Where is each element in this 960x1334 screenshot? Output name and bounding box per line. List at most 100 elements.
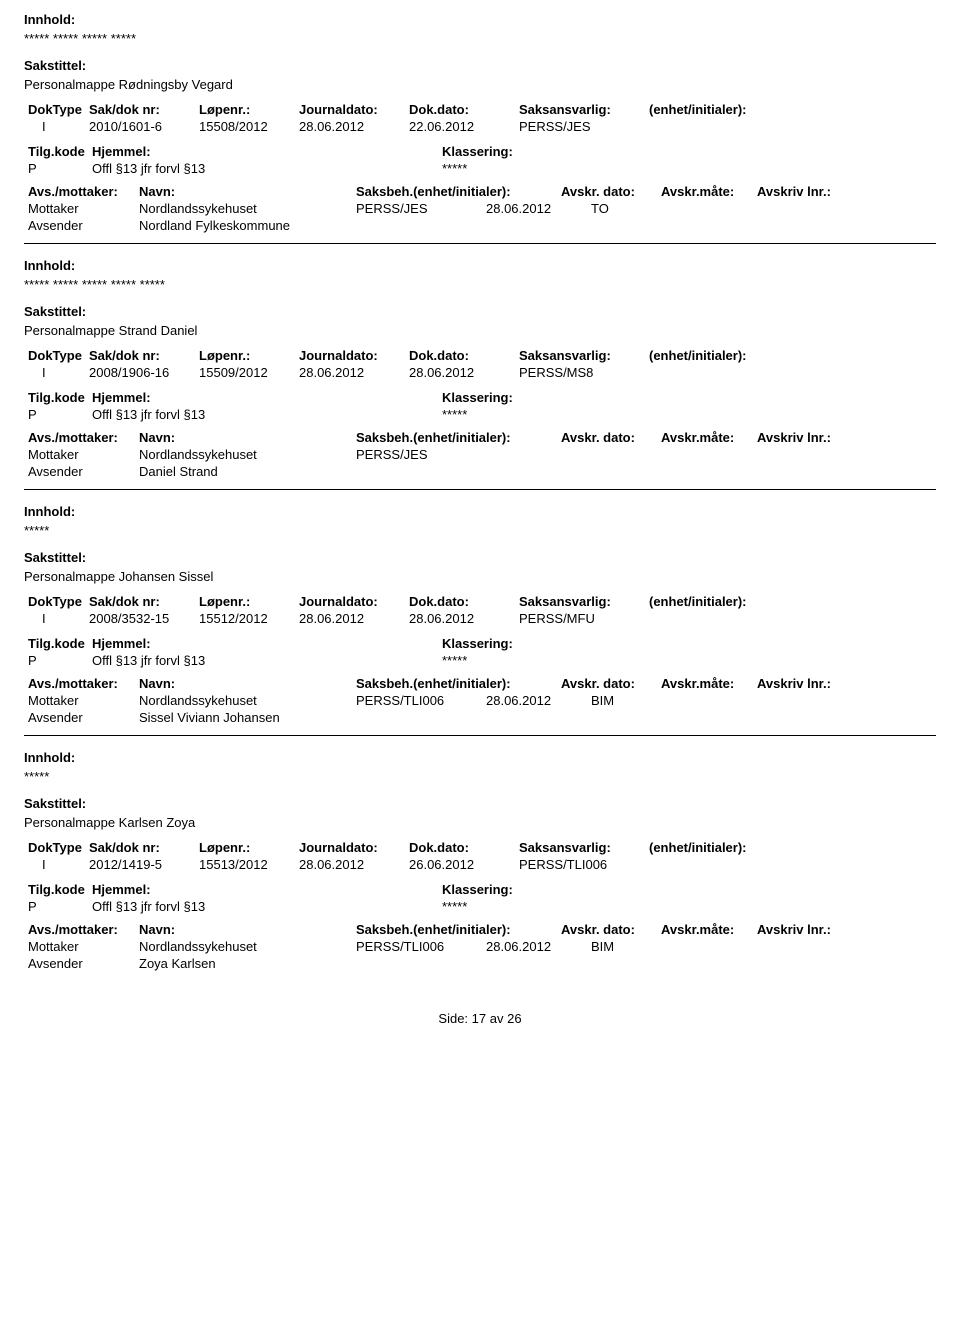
- dokdato-value: 28.06.2012: [409, 611, 519, 626]
- meta-header-row: DokTypeSak/dok nr:Løpenr.:Journaldato:Do…: [24, 840, 936, 855]
- parties-header-row: Avs./mottaker:Navn:Saksbeh.(enhet/initia…: [24, 676, 936, 691]
- meta-value-row: I2010/1601-615508/201228.06.201222.06.20…: [24, 119, 936, 134]
- enhet-header: (enhet/initialer):: [649, 102, 799, 117]
- avsender-row: AvsenderNordland Fylkeskommune: [24, 218, 936, 233]
- saksbeh-value: PERSS/JES: [356, 201, 486, 216]
- mottaker-row: MottakerNordlandssykehusetPERSS/JES28.06…: [24, 201, 936, 216]
- tilgkode-header: Tilg.kode: [24, 144, 92, 159]
- meta-value-row: I2012/1419-515513/201228.06.201226.06.20…: [24, 857, 936, 872]
- lopenr-header: Løpenr.:: [199, 840, 299, 855]
- dokdato-header: Dok.dato:: [409, 840, 519, 855]
- avsender-row: AvsenderDaniel Strand: [24, 464, 936, 479]
- mottaker-name: Nordlandssykehuset: [139, 693, 356, 708]
- klassering-value: *****: [442, 161, 642, 176]
- tilg-value-row: POffl §13 jfr forvl §13*****: [24, 653, 936, 668]
- tilgkode-header: Tilg.kode: [24, 390, 92, 405]
- enhet-value: [649, 857, 799, 872]
- hjemmel-header: Hjemmel:: [92, 390, 442, 405]
- innhold-label: Innhold:: [24, 750, 936, 765]
- klassering-header: Klassering:: [442, 882, 642, 897]
- saknr-header: Sak/dok nr:: [89, 348, 199, 363]
- avsmottaker-header: Avs./mottaker:: [24, 430, 139, 445]
- lopenr-value: 15509/2012: [199, 365, 299, 380]
- journaldato-value: 28.06.2012: [299, 365, 409, 380]
- enhet-header: (enhet/initialer):: [649, 348, 799, 363]
- avskr-mate-value: [591, 447, 651, 462]
- mottaker-name: Nordlandssykehuset: [139, 201, 356, 216]
- innhold-label: Innhold:: [24, 504, 936, 519]
- saknr-value: 2012/1419-5: [89, 857, 199, 872]
- doktype-value: I: [24, 857, 89, 872]
- mottaker-name: Nordlandssykehuset: [139, 447, 356, 462]
- parties-header-row: Avs./mottaker:Navn:Saksbeh.(enhet/initia…: [24, 184, 936, 199]
- mottaker-label: Mottaker: [24, 693, 139, 708]
- sakstittel-label: Sakstittel:: [24, 304, 936, 319]
- navn-header: Navn:: [139, 676, 356, 691]
- lopenr-value: 15512/2012: [199, 611, 299, 626]
- tilgkode-value: P: [24, 899, 92, 914]
- avskr-mate-header: Avskr.måte:: [661, 184, 757, 199]
- journaldato-header: Journaldato:: [299, 102, 409, 117]
- avskr-dato-header: Avskr. dato:: [561, 922, 661, 937]
- tilg-header-row: Tilg.kodeHjemmel:Klassering:: [24, 882, 936, 897]
- avsender-row: AvsenderSissel Viviann Johansen: [24, 710, 936, 725]
- avskriv-lnr-header: Avskriv lnr.:: [757, 922, 857, 937]
- avsender-label: Avsender: [24, 710, 139, 725]
- avskriv-lnr-header: Avskriv lnr.:: [757, 676, 857, 691]
- saksansvarlig-value: PERSS/JES: [519, 119, 649, 134]
- tilg-value-row: POffl §13 jfr forvl §13*****: [24, 899, 936, 914]
- saksbeh-header: Saksbeh.(enhet/initialer):: [356, 922, 561, 937]
- meta-header-row: DokTypeSak/dok nr:Løpenr.:Journaldato:Do…: [24, 594, 936, 609]
- klassering-header: Klassering:: [442, 390, 642, 405]
- avsmottaker-header: Avs./mottaker:: [24, 676, 139, 691]
- dokdato-header: Dok.dato:: [409, 102, 519, 117]
- saksansvarlig-header: Saksansvarlig:: [519, 840, 649, 855]
- saknr-value: 2010/1601-6: [89, 119, 199, 134]
- tilgkode-header: Tilg.kode: [24, 636, 92, 651]
- doktype-value: I: [24, 119, 89, 134]
- tilg-value-row: POffl §13 jfr forvl §13*****: [24, 407, 936, 422]
- page-footer: Side: 17 av 26: [24, 1011, 936, 1026]
- parties-header-row: Avs./mottaker:Navn:Saksbeh.(enhet/initia…: [24, 430, 936, 445]
- doktype-header: DokType: [24, 840, 89, 855]
- mottaker-row: MottakerNordlandssykehusetPERSS/TLI00628…: [24, 693, 936, 708]
- saksbeh-header: Saksbeh.(enhet/initialer):: [356, 430, 561, 445]
- avsender-name: Nordland Fylkeskommune: [139, 218, 356, 233]
- tilg-header-row: Tilg.kodeHjemmel:Klassering:: [24, 636, 936, 651]
- klassering-header: Klassering:: [442, 636, 642, 651]
- navn-header: Navn:: [139, 922, 356, 937]
- avskr-mate-value: BIM: [591, 939, 651, 954]
- sakstittel-label: Sakstittel:: [24, 550, 936, 565]
- innhold-label: Innhold:: [24, 258, 936, 273]
- mottaker-name: Nordlandssykehuset: [139, 939, 356, 954]
- avskr-mate-header: Avskr.måte:: [661, 676, 757, 691]
- sakstittel-label: Sakstittel:: [24, 58, 936, 73]
- mottaker-label: Mottaker: [24, 447, 139, 462]
- meta-header-row: DokTypeSak/dok nr:Løpenr.:Journaldato:Do…: [24, 102, 936, 117]
- avskr-dato-value: 28.06.2012: [486, 939, 591, 954]
- avskr-dato-value: 28.06.2012: [486, 201, 591, 216]
- lopenr-header: Løpenr.:: [199, 594, 299, 609]
- saksbeh-header: Saksbeh.(enhet/initialer):: [356, 184, 561, 199]
- journaldato-header: Journaldato:: [299, 348, 409, 363]
- meta-value-row: I2008/3532-1515512/201228.06.201228.06.2…: [24, 611, 936, 626]
- saknr-value: 2008/3532-15: [89, 611, 199, 626]
- avskr-mate-header: Avskr.måte:: [661, 430, 757, 445]
- tilgkode-value: P: [24, 161, 92, 176]
- parties-header-row: Avs./mottaker:Navn:Saksbeh.(enhet/initia…: [24, 922, 936, 937]
- saknr-value: 2008/1906-16: [89, 365, 199, 380]
- enhet-header: (enhet/initialer):: [649, 840, 799, 855]
- hjemmel-value: Offl §13 jfr forvl §13: [92, 407, 442, 422]
- meta-value-row: I2008/1906-1615509/201228.06.201228.06.2…: [24, 365, 936, 380]
- tilgkode-value: P: [24, 407, 92, 422]
- klassering-value: *****: [442, 899, 642, 914]
- journal-record: Innhold:***** ***** ***** ***** *****Sak…: [24, 258, 936, 479]
- journal-record: Innhold:***** ***** ***** *****Sakstitte…: [24, 12, 936, 233]
- sakstittel-label: Sakstittel:: [24, 796, 936, 811]
- sakstittel-value: Personalmappe Karlsen Zoya: [24, 815, 936, 830]
- saksbeh-value: PERSS/TLI006: [356, 939, 486, 954]
- hjemmel-value: Offl §13 jfr forvl §13: [92, 161, 442, 176]
- innhold-label: Innhold:: [24, 12, 936, 27]
- saksbeh-value: PERSS/JES: [356, 447, 486, 462]
- avskr-dato-value: 28.06.2012: [486, 693, 591, 708]
